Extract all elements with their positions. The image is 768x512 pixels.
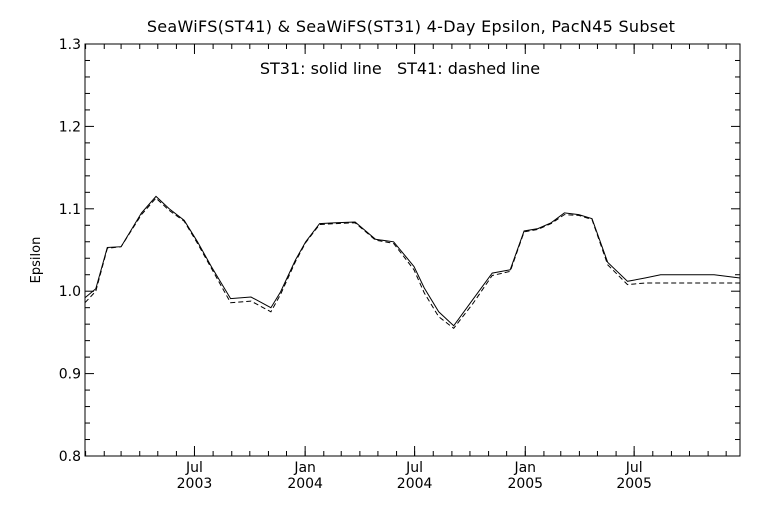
- y-tick-label: 0.8: [59, 449, 81, 465]
- y-tick-label: 1.2: [59, 119, 81, 135]
- x-tick-month-label: Jul: [185, 460, 203, 476]
- series-st41-line: [84, 197, 740, 330]
- series-group: [84, 195, 741, 330]
- y-tick-label: 1.3: [59, 37, 81, 53]
- x-tick-year-label: 2004: [287, 476, 323, 492]
- y-tick-label: 0.9: [59, 367, 81, 383]
- plot-frame: [84, 43, 741, 457]
- x-tick-year-label: 2003: [177, 476, 213, 492]
- x-tick-month-label: Jul: [625, 460, 643, 476]
- series-st31-line: [84, 195, 741, 327]
- y-tick-label: 1.1: [59, 202, 81, 218]
- chart-title: SeaWiFS(ST41) & SeaWiFS(ST31) 4-Day Epsi…: [147, 17, 675, 36]
- y-tick-label: 1.0: [59, 284, 81, 300]
- x-tick-month-label: Jan: [293, 460, 316, 476]
- series-annotation: ST31: solid line ST41: dashed line: [260, 59, 540, 78]
- x-tick-year-label: 2004: [397, 476, 433, 492]
- x-tick-year-label: 2005: [616, 476, 652, 492]
- y-axis-ticks: 0.8 0.9 1.0 1.1 1.2 1.3: [59, 37, 740, 465]
- x-tick-year-label: 2005: [507, 476, 543, 492]
- x-tick-month-label: Jan: [513, 460, 536, 476]
- y-axis-label: Epsilon: [29, 237, 44, 284]
- x-tick-month-label: Jul: [405, 460, 423, 476]
- plot-axes: [84, 43, 741, 457]
